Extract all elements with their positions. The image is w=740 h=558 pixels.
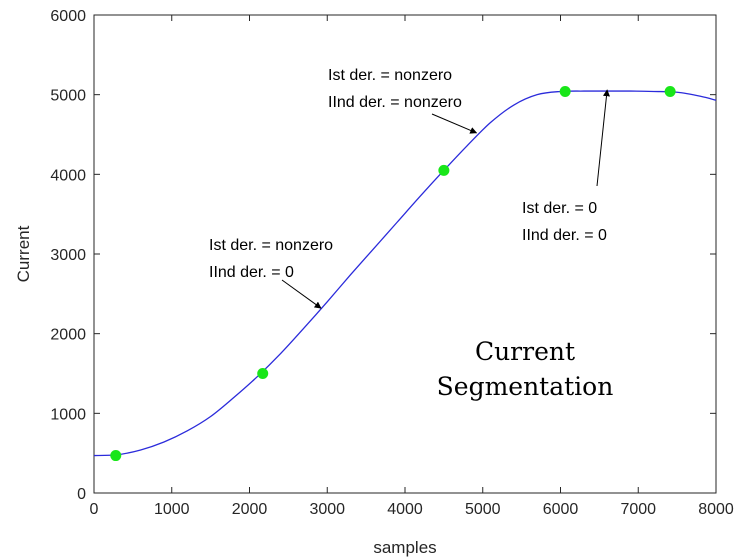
x-tick-label: 2000	[232, 501, 268, 518]
x-tick-label: 3000	[309, 501, 345, 518]
x-tick-label: 8000	[698, 501, 734, 518]
x-tick-label: 4000	[387, 501, 423, 518]
y-tick-label: 1000	[50, 406, 86, 423]
y-axis: 0 1000 2000 3000 4000 5000 6000	[50, 8, 716, 503]
annotation-right-line-2: IInd der. = 0	[522, 227, 607, 244]
y-tick-label: 3000	[50, 247, 86, 264]
annotation-right-arrow	[596, 89, 610, 187]
data-point	[438, 164, 450, 176]
annotation-upper-line-2: IInd der. = nonzero	[328, 94, 462, 111]
plot-area	[93, 14, 717, 494]
annotation-upper-line-1: Ist der. = nonzero	[328, 67, 452, 84]
annotation-current-segmentation-line-2: Segmentation	[437, 372, 614, 401]
y-tick-label: 5000	[50, 88, 86, 105]
annotation-middle-arrow	[281, 279, 322, 309]
y-tick-label: 0	[77, 486, 86, 503]
y-tick-label: 4000	[50, 167, 86, 184]
x-axis-label: samples	[373, 538, 436, 557]
annotation-upper-arrow	[431, 113, 478, 134]
y-tick-label: 6000	[50, 8, 86, 25]
x-tick-label: 5000	[465, 501, 501, 518]
data-point	[257, 368, 269, 379]
y-tick-label: 2000	[50, 327, 86, 344]
x-axis: 0 1000 2000 3000 4000 5000 6000 7000 8000	[90, 15, 734, 518]
annotation-middle-line-1: Ist der. = nonzero	[209, 237, 333, 254]
x-tick-label: 1000	[154, 501, 190, 518]
series-line	[93, 90, 717, 457]
data-point	[559, 85, 571, 97]
data-point	[664, 85, 676, 97]
y-axis-label: Current	[14, 225, 33, 282]
annotation-right-line-1: Ist der. = 0	[522, 200, 597, 217]
data-points	[110, 85, 676, 462]
annotation-current-segmentation-line-1: Current	[475, 337, 575, 366]
x-tick-label: 7000	[620, 501, 656, 518]
annotation-middle-line-2: IInd der. = 0	[209, 264, 294, 281]
x-tick-label: 0	[90, 501, 99, 518]
x-tick-label: 6000	[543, 501, 579, 518]
data-point	[110, 450, 122, 462]
